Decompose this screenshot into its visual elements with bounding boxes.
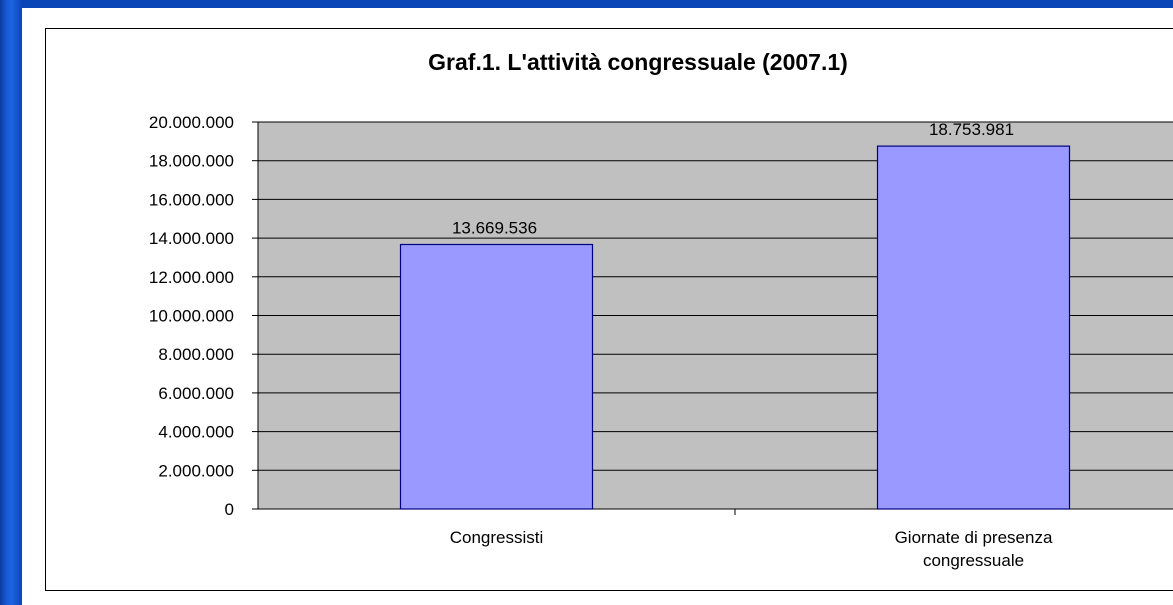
y-tick-label: 8.000.000: [158, 345, 234, 364]
x-category-label: congressuale: [923, 551, 1024, 570]
y-tick-label: 16.000.000: [149, 190, 234, 209]
y-tick-label: 0: [225, 500, 234, 519]
y-tick-label: 12.000.000: [149, 268, 234, 287]
plot-area: 0 2.000.000 4.000.000 6.000.000 8.000.000 10.…: [149, 113, 1173, 570]
data-label: 13.669.536: [452, 218, 537, 237]
x-category-label: Congressisti: [450, 528, 544, 547]
y-tick-label: 2.000.000: [158, 461, 234, 480]
x-category-label: Giornate di presenza: [895, 528, 1053, 547]
data-label: 18.753.981: [929, 120, 1014, 139]
y-tick-label: 20.000.000: [149, 113, 234, 132]
y-tick-label: 4.000.000: [158, 423, 234, 442]
y-tick-label: 18.000.000: [149, 152, 234, 171]
y-tick-label: 10.000.000: [149, 307, 234, 326]
bar: [876, 145, 1071, 510]
y-tick-label: 14.000.000: [149, 229, 234, 248]
y-tick-label: 6.000.000: [158, 384, 234, 403]
bar: [399, 243, 594, 510]
chart-title: Graf.1. L'attività congressuale (2007.1): [428, 49, 848, 75]
